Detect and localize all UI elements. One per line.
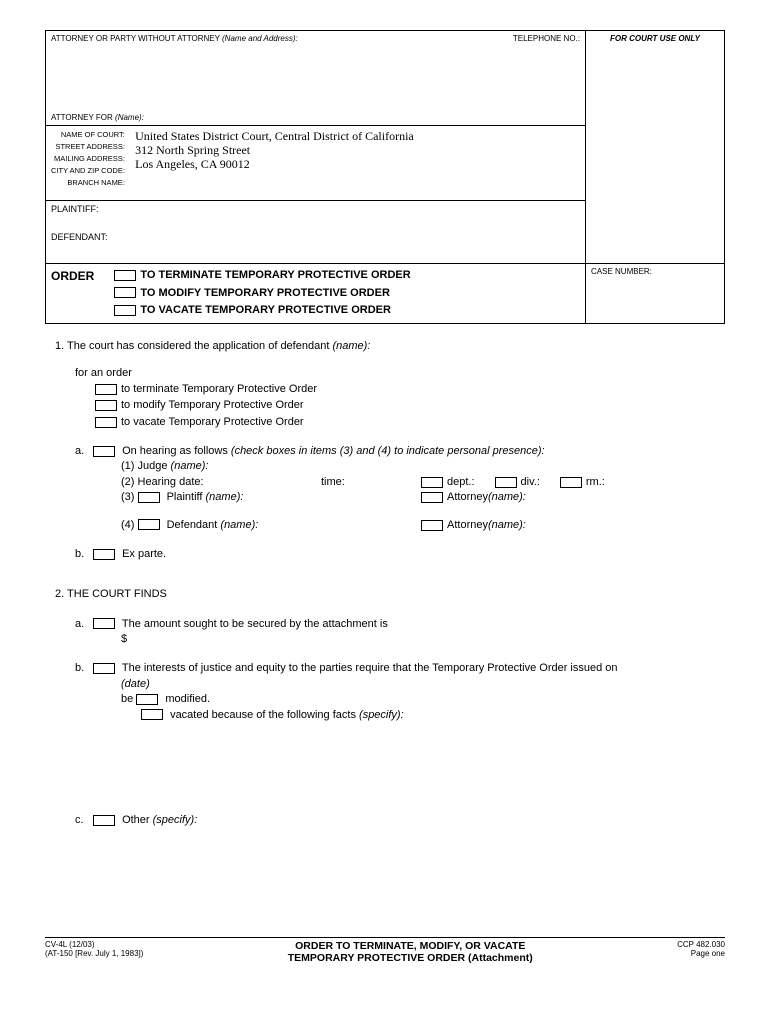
- s2-b-date: (date): [121, 677, 715, 692]
- branch-label: BRANCH NAME:: [51, 177, 125, 189]
- checkbox-modify[interactable]: [114, 287, 136, 298]
- checkbox-s2-c[interactable]: [93, 815, 115, 826]
- footer: CV-4L (12/03) (AT-150 [Rev. July 1, 1983…: [45, 937, 725, 964]
- plaintiff-label: PLAINTIFF:: [51, 204, 580, 214]
- rm-label: rm.:: [586, 475, 605, 490]
- s2-c-specify: (specify):: [153, 814, 198, 826]
- checkbox-vacated[interactable]: [141, 709, 163, 720]
- hearing-sub: (check boxes in items (3) and (4) to ind…: [231, 445, 545, 457]
- checkbox-div[interactable]: [495, 477, 517, 488]
- checkbox-order-modify[interactable]: [95, 400, 117, 411]
- s2-a-text: The amount sought to be secured by the a…: [122, 618, 388, 630]
- item-a-label: a.: [75, 444, 93, 533]
- exparte-text: Ex parte.: [122, 548, 166, 560]
- order-label: ORDER: [51, 267, 94, 283]
- attorney-cell[interactable]: ATTORNEY OR PARTY WITHOUT ATTORNEY (Name…: [46, 31, 586, 126]
- section-2-title: 2. THE COURT FINDS: [55, 587, 715, 602]
- hearing-text: On hearing as follows: [122, 445, 228, 457]
- time-label: time:: [321, 475, 421, 490]
- court-info-cell: NAME OF COURT: STREET ADDRESS: MAILING A…: [46, 126, 586, 201]
- dept-label: dept.:: [447, 475, 475, 490]
- form-container: ATTORNEY OR PARTY WITHOUT ATTORNEY (Name…: [45, 30, 725, 994]
- checkbox-order-vacate[interactable]: [95, 417, 117, 428]
- order-cell: ORDER TO TERMINATE TEMPORARY PROTECTIVE …: [46, 264, 586, 324]
- div-label: div.:: [521, 475, 540, 490]
- footer-center: ORDER TO TERMINATE, MODIFY, OR VACATE TE…: [288, 940, 533, 964]
- s2-b-label: b.: [75, 661, 93, 723]
- checkbox-attorney-d[interactable]: [421, 520, 443, 531]
- s2-a-dollar: $: [121, 632, 715, 647]
- court-name-value: United States District Court, Central Di…: [135, 130, 414, 144]
- checkbox-exparte[interactable]: [93, 549, 115, 560]
- checkbox-vacate[interactable]: [114, 305, 136, 316]
- checkbox-hearing[interactable]: [93, 446, 115, 457]
- checkbox-plaintiff[interactable]: [138, 492, 160, 503]
- checkbox-defendant[interactable]: [138, 519, 160, 530]
- checkbox-modified[interactable]: [136, 694, 158, 705]
- opt-modify: TO MODIFY TEMPORARY PROTECTIVE ORDER: [140, 285, 390, 302]
- parties-cell[interactable]: PLAINTIFF: DEFENDANT:: [46, 201, 586, 264]
- order-opt-vacate: to vacate Temporary Protective Order: [121, 415, 304, 430]
- s2-c-text: Other: [122, 814, 150, 826]
- for-order-label: for an order: [75, 366, 715, 381]
- attorney-for-label: ATTORNEY FOR (Name):: [51, 113, 144, 122]
- attorney-label: ATTORNEY OR PARTY WITHOUT ATTORNEY (Name…: [51, 34, 298, 43]
- item-b-label: b.: [75, 547, 93, 562]
- court-name-label: NAME OF COURT:: [51, 129, 125, 141]
- street-label: STREET ADDRESS:: [51, 141, 125, 153]
- opt-vacate: TO VACATE TEMPORARY PROTECTIVE ORDER: [140, 302, 391, 319]
- mailing-label: MAILING ADDRESS:: [51, 153, 125, 165]
- checkbox-rm[interactable]: [560, 477, 582, 488]
- city-label: CITY AND ZIP CODE:: [51, 165, 125, 177]
- case-number-cell[interactable]: CASE NUMBER:: [586, 264, 725, 324]
- footer-left: CV-4L (12/03) (AT-150 [Rev. July 1, 1983…: [45, 940, 143, 964]
- body-content: 1. The court has considered the applicat…: [45, 324, 725, 843]
- order-opt-terminate: to terminate Temporary Protective Order: [121, 382, 317, 397]
- item-1: 1. The court has considered the applicat…: [55, 339, 715, 354]
- court-use-cell: FOR COURT USE ONLY: [586, 31, 725, 264]
- hearing-date-label: (2) Hearing date:: [121, 475, 321, 490]
- checkbox-s2-a[interactable]: [93, 618, 115, 629]
- s2-b-text: The interests of justice and equity to t…: [122, 662, 618, 674]
- order-opt-modify: to modify Temporary Protective Order: [121, 398, 304, 413]
- footer-right: CCP 482.030 Page one: [677, 940, 725, 964]
- checkbox-terminate[interactable]: [114, 270, 136, 281]
- checkbox-dept[interactable]: [421, 477, 443, 488]
- header-table: ATTORNEY OR PARTY WITHOUT ATTORNEY (Name…: [45, 30, 725, 324]
- s2-c-label: c.: [75, 813, 93, 828]
- defendant-label: DEFENDANT:: [51, 232, 580, 242]
- s2-a-label: a.: [75, 617, 93, 648]
- checkbox-order-terminate[interactable]: [95, 384, 117, 395]
- telephone-label: TELEPHONE NO.:: [513, 34, 580, 43]
- opt-terminate: TO TERMINATE TEMPORARY PROTECTIVE ORDER: [140, 267, 410, 284]
- court-city-value: Los Angeles, CA 90012: [135, 158, 414, 172]
- checkbox-s2-b[interactable]: [93, 663, 115, 674]
- checkbox-attorney-p[interactable]: [421, 492, 443, 503]
- section-2: 2. THE COURT FINDS a. The amount sought …: [55, 587, 715, 828]
- court-street-value: 312 North Spring Street: [135, 144, 414, 158]
